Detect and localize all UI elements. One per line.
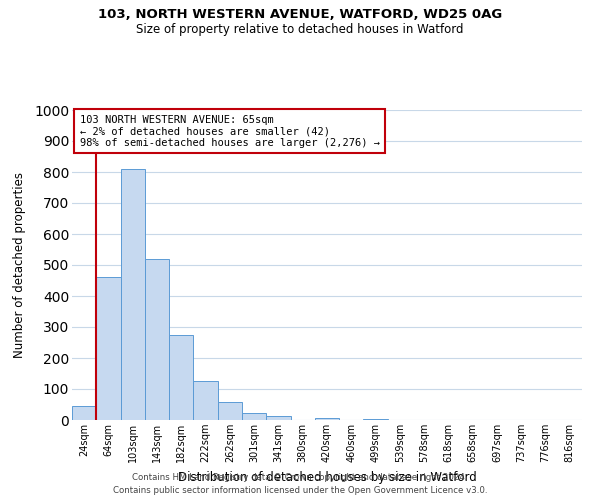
Bar xyxy=(121,169,145,420)
Text: Size of property relative to detached houses in Watford: Size of property relative to detached ho… xyxy=(136,22,464,36)
Bar xyxy=(266,416,290,420)
Bar xyxy=(364,419,388,420)
Bar xyxy=(145,259,169,420)
Text: Contains public sector information licensed under the Open Government Licence v3: Contains public sector information licen… xyxy=(113,486,487,495)
Text: Contains HM Land Registry data © Crown copyright and database right 2024.: Contains HM Land Registry data © Crown c… xyxy=(132,472,468,482)
Bar xyxy=(72,406,96,420)
Text: 103 NORTH WESTERN AVENUE: 65sqm
← 2% of detached houses are smaller (42)
98% of : 103 NORTH WESTERN AVENUE: 65sqm ← 2% of … xyxy=(80,114,380,148)
Bar xyxy=(193,381,218,420)
Bar xyxy=(242,413,266,420)
Y-axis label: Number of detached properties: Number of detached properties xyxy=(13,172,26,358)
Bar xyxy=(315,418,339,420)
X-axis label: Distribution of detached houses by size in Watford: Distribution of detached houses by size … xyxy=(178,470,476,484)
Bar xyxy=(96,278,121,420)
Bar xyxy=(169,335,193,420)
Text: 103, NORTH WESTERN AVENUE, WATFORD, WD25 0AG: 103, NORTH WESTERN AVENUE, WATFORD, WD25… xyxy=(98,8,502,20)
Bar xyxy=(218,402,242,420)
